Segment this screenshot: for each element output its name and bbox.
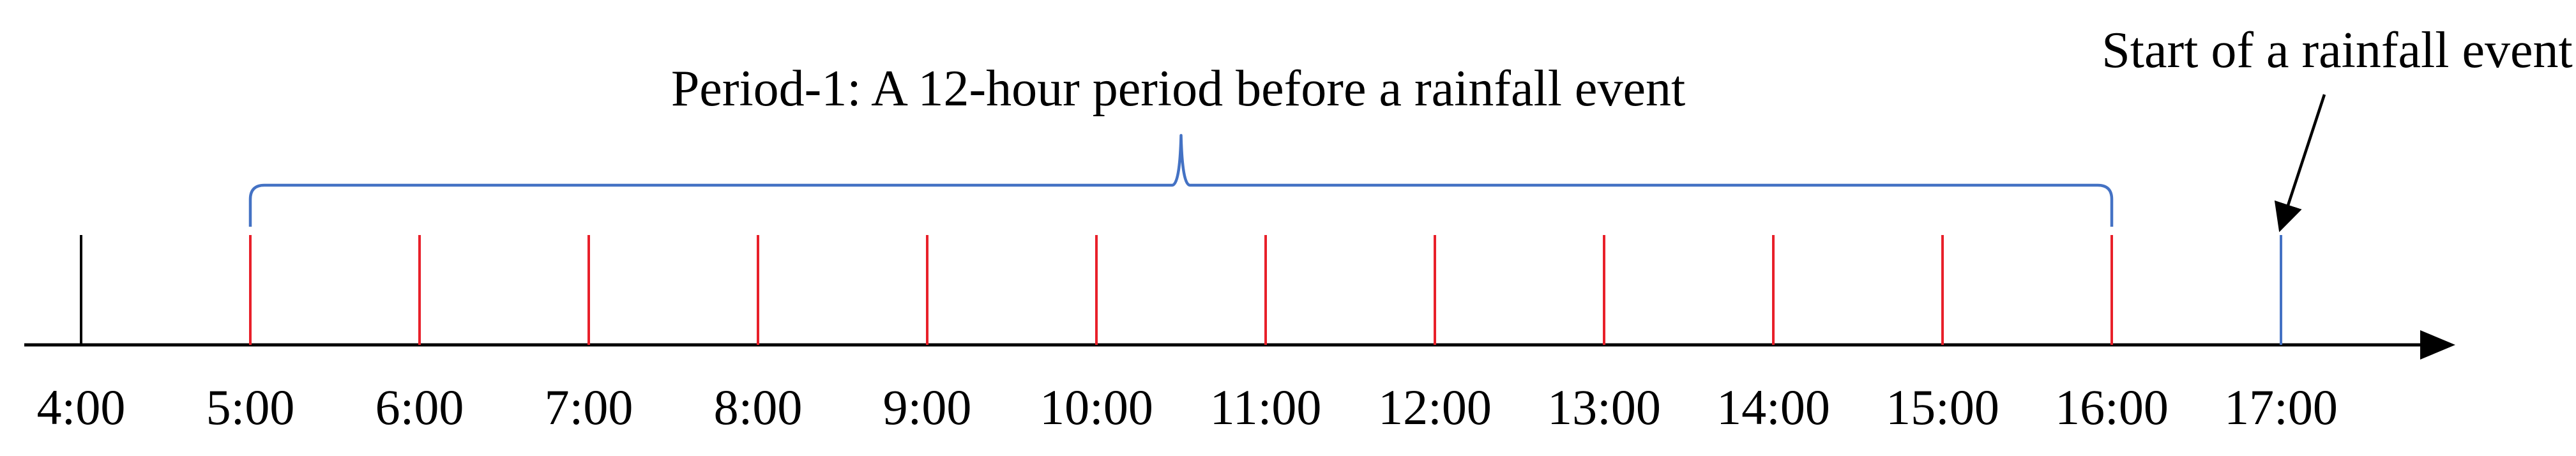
tick-label-1100: 11:00 bbox=[1210, 379, 1322, 435]
tick-label-1700: 17:00 bbox=[2224, 379, 2338, 435]
tick-label-1600: 16:00 bbox=[2055, 379, 2169, 435]
period-brace bbox=[248, 133, 2114, 227]
tick-label-400: 4:00 bbox=[37, 379, 126, 435]
period-label: Period-1: A 12-hour period before a rain… bbox=[671, 61, 1685, 117]
tick-label-1200: 12:00 bbox=[1378, 379, 1492, 435]
tick-label-500: 5:00 bbox=[206, 379, 295, 435]
tick-label-600: 6:00 bbox=[375, 379, 464, 435]
tick-label-700: 7:00 bbox=[545, 379, 633, 435]
event-pointer-arrow bbox=[2274, 94, 2326, 232]
tick-label-900: 9:00 bbox=[883, 379, 972, 435]
tick-label-1500: 15:00 bbox=[1886, 379, 1999, 435]
hour-tick-labels: 4:00 5:00 6:00 7:00 8:00 9:00 10:00 11:00 12:00 1… bbox=[37, 379, 2338, 435]
hour-ticks bbox=[80, 235, 2282, 345]
time-axis-arrowhead bbox=[2420, 330, 2455, 360]
tick-label-800: 8:00 bbox=[714, 379, 803, 435]
tick-label-1400: 14:00 bbox=[1716, 379, 1830, 435]
tick-label-1000: 10:00 bbox=[1040, 379, 1153, 435]
event-label: Start of a rainfall event bbox=[2102, 22, 2572, 79]
tick-label-1300: 13:00 bbox=[1547, 379, 1661, 435]
